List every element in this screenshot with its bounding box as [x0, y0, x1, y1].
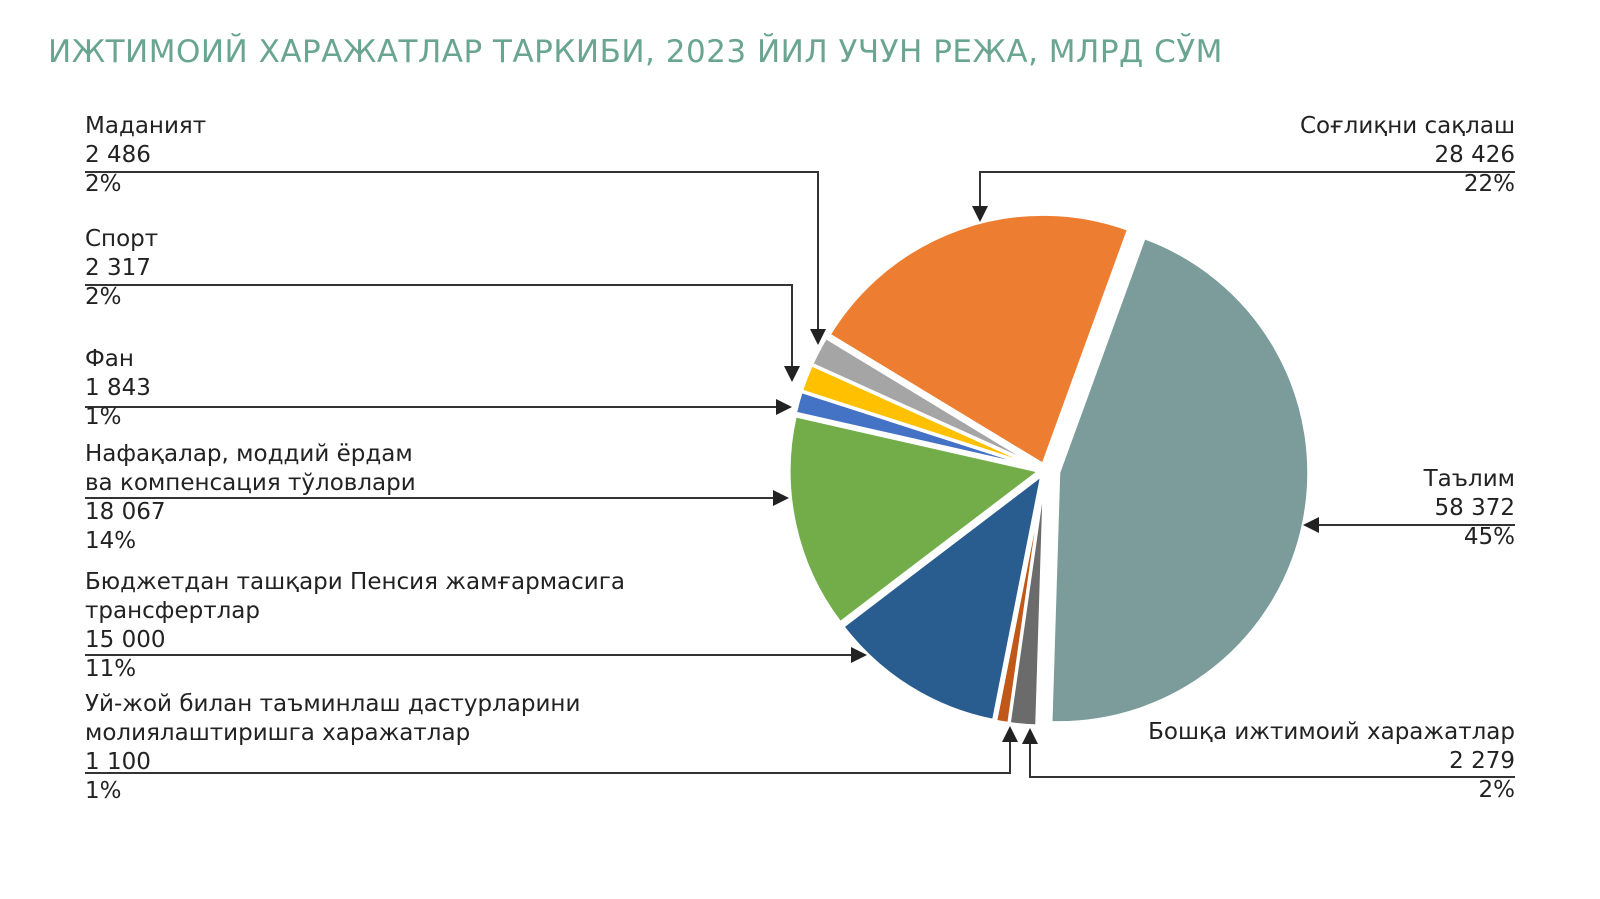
category-label: Соғлиқни сақлаш: [1299, 113, 1515, 139]
percent-label: 1%: [85, 404, 122, 430]
percent-label: 2%: [1478, 777, 1516, 803]
percent-label: 2%: [85, 284, 122, 310]
value-label: 28 426: [1434, 142, 1515, 168]
category-label: Уй-жой билан таъминлаш дастурларини моли…: [85, 691, 581, 746]
pie-slice: [787, 414, 1043, 625]
slice-label: Фан 1 843 1%: [85, 345, 151, 432]
slice-label: Нафақалар, моддий ёрдам ва компенсация т…: [85, 440, 416, 556]
value-label: 2 317: [85, 255, 151, 281]
category-label: Маданият: [85, 113, 207, 139]
category-label: Спорт: [85, 226, 159, 252]
value-label: 2 486: [85, 142, 151, 168]
value-label: 58 372: [1434, 495, 1515, 521]
leader-line: [85, 171, 826, 345]
category-label: Таълим: [1423, 466, 1515, 492]
slice-label: Уй-жой билан таъминлаш дастурларини моли…: [85, 690, 580, 806]
slice-label: Маданият 2 486 2%: [85, 112, 206, 199]
value-label: 2 279: [1449, 748, 1515, 774]
slice-label: Соғлиқни сақлаш 28 426 22%: [1300, 112, 1515, 199]
percent-label: 11%: [85, 656, 137, 682]
pie-slice: [840, 471, 1045, 723]
value-label: 1 843: [85, 375, 151, 401]
chart-title: ИЖТИМОИЙ ХАРАЖАТЛАР ТАРКИБИ, 2023 ЙИЛ УЧ…: [48, 34, 1223, 70]
category-label: Фан: [85, 346, 134, 372]
leader-line: [972, 171, 1515, 222]
percent-label: 45%: [1463, 524, 1515, 550]
leader-line: [85, 726, 1018, 774]
percent-label: 22%: [1463, 171, 1515, 197]
category-label: Бюджетдан ташқари Пенсия жамғармасига тр…: [85, 569, 625, 624]
value-label: 1 100: [85, 749, 151, 775]
slice-label: Таълим 58 372 45%: [1424, 465, 1515, 552]
percent-label: 2%: [85, 171, 122, 197]
pie-slice: [827, 212, 1131, 467]
category-label: Бошқа ижтимоий харажатлар: [1148, 719, 1515, 745]
slice-label: Бошқа ижтимоий харажатлар 2 279 2%: [1148, 718, 1515, 805]
value-label: 18 067: [85, 499, 166, 525]
slice-label: Бюджетдан ташқари Пенсия жамғармасига тр…: [85, 568, 625, 684]
leader-line: [1022, 728, 1515, 778]
pie-slice: [993, 475, 1046, 726]
percent-label: 14%: [85, 528, 137, 554]
leader-line: [85, 284, 800, 382]
slice-label: Спорт 2 317 2%: [85, 225, 158, 312]
percent-label: 1%: [85, 778, 122, 804]
value-label: 15 000: [85, 627, 166, 653]
category-label: Нафақалар, моддий ёрдам ва компенсация т…: [85, 441, 416, 496]
